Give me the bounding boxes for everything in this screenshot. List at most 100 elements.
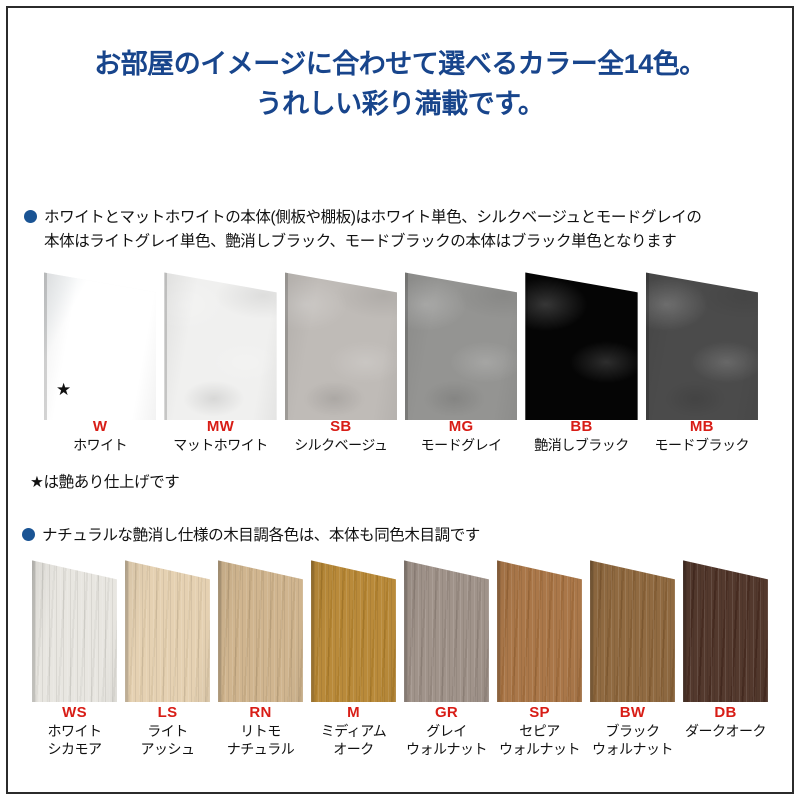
swatch-texture	[164, 272, 277, 420]
swatch-edge	[590, 560, 593, 702]
swatch-panel	[125, 560, 210, 702]
swatch-edge	[32, 560, 35, 702]
swatch-name-line-2: アッシュ	[140, 741, 196, 757]
swatch-texture	[125, 560, 210, 702]
swatch-texture	[525, 272, 638, 420]
swatch-label-gr: GR グレイ ウォルナット	[400, 704, 493, 758]
swatch-name-line-1: モードブラック	[654, 437, 750, 453]
swatch-texture	[44, 272, 157, 420]
swatch-name-line-1: シルクベージュ	[294, 437, 388, 453]
swatch-panel	[404, 272, 518, 420]
swatch-panel	[32, 560, 117, 702]
swatch-texture	[590, 560, 675, 702]
swatch-shading	[683, 560, 768, 702]
gloss-star-icon: ★	[56, 380, 72, 399]
swatch-texture	[284, 272, 397, 420]
color-swatch-ls[interactable]	[121, 556, 214, 702]
swatch-texture	[32, 560, 117, 702]
swatch-edge	[125, 560, 128, 702]
swatch-shading	[590, 560, 675, 702]
swatch-panel	[645, 272, 758, 420]
swatch-texture	[218, 560, 303, 702]
color-swatch-ws[interactable]	[28, 556, 121, 702]
swatch-panel	[683, 560, 768, 702]
swatch-label-bb: BB 艶消しブラック	[521, 418, 641, 454]
color-swatch-bb[interactable]	[521, 268, 641, 420]
swatch-code: GR	[434, 704, 459, 721]
swatch-name-line-1: 艶消しブラック	[534, 437, 629, 453]
swatch-name-line-1: リトモ	[240, 723, 281, 739]
swatch-shading	[164, 272, 277, 420]
color-swatch-gr[interactable]	[400, 556, 493, 702]
color-swatch-rn[interactable]	[214, 556, 307, 702]
bullet-icon	[22, 528, 35, 541]
swatch-name-line-1: ダークオーク	[685, 723, 767, 739]
color-swatch-sp[interactable]	[493, 556, 586, 702]
swatch-panel	[164, 272, 277, 420]
swatch-edge	[525, 272, 529, 420]
swatch-name-line-1: グレイ	[426, 723, 467, 739]
swatch-label-mb: MB モードブラック	[642, 418, 762, 454]
page-title: お部屋のイメージに合わせて選べるカラー全14色。 うれしい彩り満載です。	[0, 44, 800, 124]
swatch-label-mw: MW マットホワイト	[160, 418, 280, 454]
swatch-shading	[44, 272, 157, 420]
swatch-label-bw: BW ブラック ウォルナット	[586, 704, 679, 758]
color-swatch-mg[interactable]	[401, 268, 521, 420]
swatch-panel	[590, 560, 675, 702]
swatch-code: DB	[714, 704, 737, 721]
swatch-shading	[404, 560, 489, 702]
swatch-panel	[497, 560, 582, 702]
swatch-texture	[645, 272, 758, 420]
note-1-line-1: ホワイトとマットホワイトの本体(側板や棚板)はホワイト単色、シルクベージュとモー…	[44, 209, 702, 226]
swatch-shading	[311, 560, 396, 702]
headline-line-1: お部屋のイメージに合わせて選べるカラー全14色。	[94, 49, 706, 79]
swatch-code: MW	[206, 418, 235, 435]
swatch-label-db: DB ダークオーク	[679, 704, 772, 758]
note-1-line-2: 本体はライトグレイ単色、艶消しブラック、モードブラックの本体はブラック単色となり…	[44, 233, 677, 250]
swatch-shading	[404, 272, 518, 420]
swatch-texture	[683, 560, 768, 702]
color-swatch-mw[interactable]	[160, 268, 280, 420]
swatch-shading	[218, 560, 303, 702]
swatch-name-line-1: ミディアム	[320, 723, 387, 739]
color-swatch-m[interactable]	[307, 556, 400, 702]
color-swatch-mb[interactable]	[642, 268, 762, 420]
swatch-code: LS	[157, 704, 178, 721]
note-woodgrain: ナチュラルな艶消し仕様の木目調各色は、本体も同色木目調です	[22, 524, 722, 548]
swatch-shading	[525, 272, 638, 420]
swatch-edge	[683, 560, 686, 702]
swatch-row-solid: ★	[40, 268, 762, 420]
swatch-label-sp: SP セピア ウォルナット	[493, 704, 586, 758]
swatch-label-mg: MG モードグレイ	[401, 418, 521, 454]
color-swatch-bw[interactable]	[586, 556, 679, 702]
swatch-panel	[404, 560, 489, 702]
color-swatch-sb[interactable]	[281, 268, 401, 420]
swatch-code: SP	[529, 704, 550, 721]
swatch-panel	[218, 560, 303, 702]
swatch-row-woodgrain	[28, 556, 772, 702]
color-swatch-db[interactable]	[679, 556, 772, 702]
color-swatch-w[interactable]: ★	[40, 268, 160, 420]
note-body-colors: ホワイトとマットホワイトの本体(側板や棚板)はホワイト単色、シルクベージュとモー…	[24, 206, 780, 254]
swatch-edge	[218, 560, 221, 702]
swatch-name-line-1: セピア	[519, 723, 560, 739]
swatch-shading	[125, 560, 210, 702]
swatch-shading	[32, 560, 117, 702]
swatch-edge	[164, 272, 168, 420]
swatch-shading	[497, 560, 582, 702]
swatch-name-line-1: ホワイト	[73, 437, 128, 453]
swatch-code: MB	[689, 418, 714, 435]
swatch-label-ws: WS ホワイト シカモア	[28, 704, 121, 758]
swatch-panel	[525, 272, 638, 420]
swatch-edge	[497, 560, 500, 702]
swatch-texture	[497, 560, 582, 702]
swatch-name-line-2: シカモア	[47, 741, 103, 757]
swatch-panel	[284, 272, 397, 420]
swatch-label-m: M ミディアム オーク	[307, 704, 400, 758]
swatch-name-line-1: ライト	[147, 723, 188, 739]
swatch-code: RN	[249, 704, 272, 721]
swatch-name-line-1: ブラック	[605, 723, 661, 739]
swatch-name-line-1: ホワイト	[47, 723, 103, 739]
swatch-labels-woodgrain: WS ホワイト シカモア LS ライト アッシュ RN リトモ ナチュラル M ミディアム オーク GR…	[28, 704, 772, 758]
